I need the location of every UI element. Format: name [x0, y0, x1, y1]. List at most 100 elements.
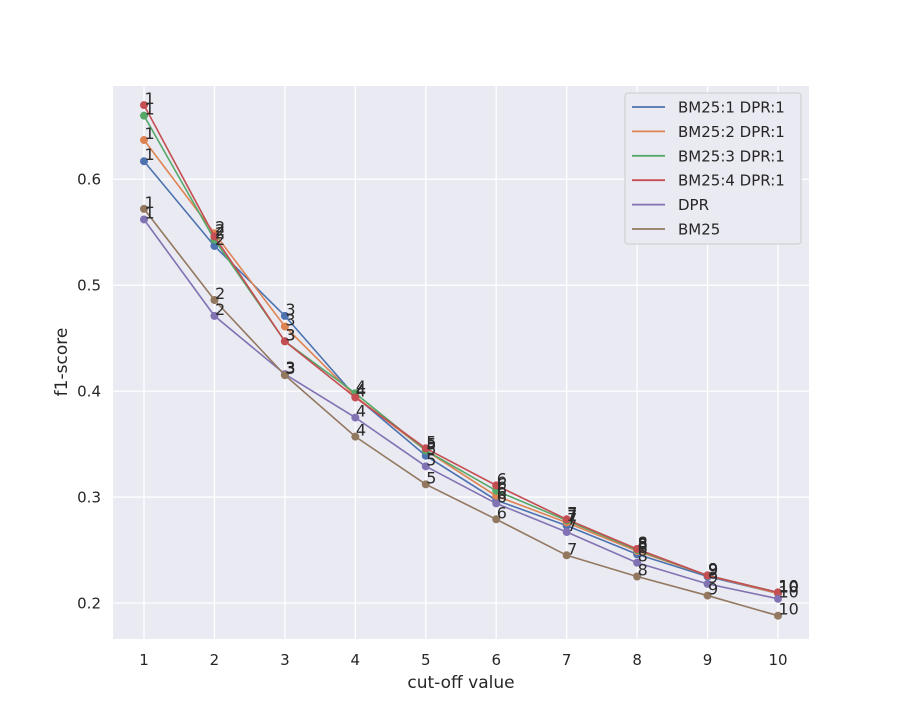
y-tick-label: 0.3	[77, 489, 101, 507]
data-label: 8	[638, 535, 648, 554]
data-point	[139, 157, 148, 166]
data-label: 1	[144, 145, 154, 164]
data-label: 5	[426, 450, 436, 469]
y-tick-labels: 0.2 0.3 0.4 0.5 0.6	[77, 171, 101, 613]
data-point	[139, 215, 148, 224]
data-label: 3	[285, 358, 295, 377]
data-label: 2	[215, 220, 225, 239]
data-label: 10	[779, 577, 799, 596]
data-label: 4	[356, 380, 366, 399]
x-axis-title: cut-off value	[407, 673, 514, 693]
x-tick-labels: 1 2 3 4 5 6 7 8 9 10	[139, 651, 787, 669]
data-point	[139, 136, 148, 145]
data-point	[139, 101, 148, 110]
data-label: 6	[497, 503, 507, 522]
data-point	[633, 572, 642, 581]
y-axis-title: f1-score	[52, 328, 72, 397]
data-label: 4	[356, 381, 366, 400]
point-labels: 1234567891012345678910123456789101234567…	[144, 89, 798, 619]
data-point	[562, 528, 571, 537]
data-label: 1	[144, 100, 154, 119]
data-label: 4	[356, 380, 366, 399]
data-label: 6	[497, 475, 507, 494]
series-line	[143, 219, 779, 600]
data-label: 6	[497, 487, 507, 506]
legend-label: BM25:3 DPR:1	[678, 147, 785, 165]
data-label: 10	[779, 600, 799, 619]
data-label: 5	[426, 440, 436, 459]
data-label: 8	[638, 534, 648, 553]
data-point	[492, 515, 501, 524]
x-tick-label: 2	[210, 651, 220, 669]
x-tick-label: 3	[280, 651, 290, 669]
x-tick-label: 8	[632, 651, 642, 669]
data-point	[421, 444, 430, 453]
data-point	[703, 579, 712, 588]
legend-label: BM25:2 DPR:1	[678, 123, 785, 141]
legend-entry: DPR	[632, 196, 709, 214]
data-label: 7	[567, 516, 577, 535]
data-label: 7	[567, 506, 577, 525]
data-label: 2	[215, 230, 225, 249]
data-point	[351, 393, 360, 402]
y-tick-label: 0.5	[77, 277, 101, 295]
series-5	[139, 204, 783, 620]
data-point	[492, 481, 501, 490]
x-tick-label: 5	[421, 651, 431, 669]
data-label: 7	[567, 503, 577, 522]
legend-entry: BM25:4 DPR:1	[632, 172, 785, 190]
data-point	[703, 591, 712, 600]
legend-label: DPR	[678, 196, 709, 214]
x-tick-label: 7	[562, 651, 572, 669]
series-line	[143, 104, 779, 594]
data-label: 8	[638, 533, 648, 552]
data-point	[774, 611, 783, 620]
data-label: 1	[144, 89, 154, 108]
data-label: 3	[285, 300, 295, 319]
data-label: 4	[356, 421, 366, 440]
data-point	[421, 480, 430, 489]
data-label: 10	[779, 576, 799, 595]
data-point	[280, 337, 289, 346]
data-label: 2	[215, 217, 225, 236]
data-point	[633, 558, 642, 567]
data-label: 2	[215, 284, 225, 303]
data-point	[210, 311, 219, 320]
legend-label: BM25:1 DPR:1	[678, 99, 785, 117]
data-label: 5	[426, 432, 436, 451]
data-point	[210, 241, 219, 250]
y-tick-label: 0.4	[77, 383, 101, 401]
legend: BM25:1 DPR:1 BM25:2 DPR:1 BM25:3 DPR:1 BM25…	[624, 92, 802, 245]
data-label: 9	[708, 580, 718, 599]
y-tick-label: 0.6	[77, 171, 101, 189]
y-tick-label: 0.2	[77, 594, 101, 612]
data-point	[210, 232, 219, 241]
data-label: 9	[708, 560, 718, 579]
data-label: 5	[426, 434, 436, 453]
data-label: 2	[215, 224, 225, 243]
data-label: 10	[779, 576, 799, 595]
data-label: 8	[638, 538, 648, 557]
data-point	[139, 204, 148, 213]
data-point	[492, 499, 501, 508]
data-label: 8	[638, 560, 648, 579]
data-label: 7	[567, 504, 577, 523]
data-point	[351, 432, 360, 441]
data-point	[562, 551, 571, 560]
data-label: 6	[497, 469, 507, 488]
legend-entry: BM25:3 DPR:1	[632, 147, 785, 165]
data-label: 4	[356, 402, 366, 421]
x-tick-label: 1	[139, 651, 149, 669]
legend-entry: BM25:2 DPR:1	[632, 123, 785, 141]
x-tick-label: 4	[351, 651, 361, 669]
data-label: 3	[285, 325, 295, 344]
data-point	[280, 311, 289, 320]
legend-label: BM25:4 DPR:1	[678, 172, 785, 190]
data-label: 10	[779, 583, 799, 602]
data-point	[562, 515, 571, 524]
data-label: 5	[426, 434, 436, 453]
series-line	[143, 208, 779, 617]
data-point	[210, 295, 219, 304]
legend-entry: BM25:1 DPR:1	[632, 99, 785, 117]
